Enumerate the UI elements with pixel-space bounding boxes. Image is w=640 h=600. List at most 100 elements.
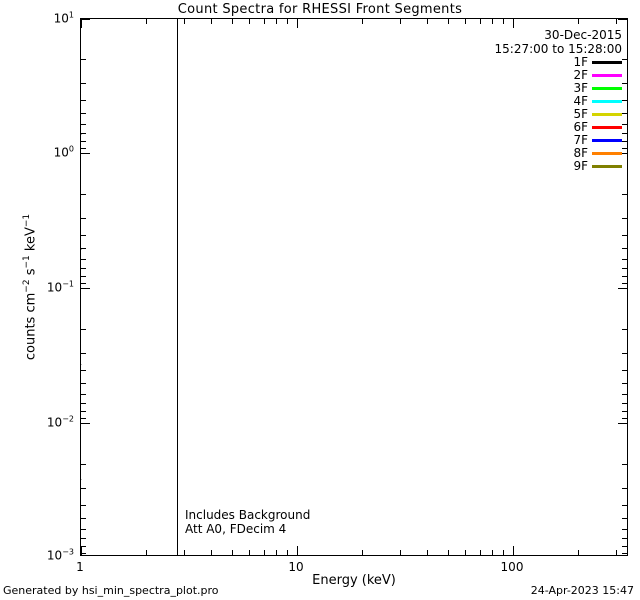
y-tick-major bbox=[81, 153, 90, 154]
y-tick-minor-right bbox=[622, 218, 627, 219]
x-tick-minor bbox=[232, 550, 233, 555]
x-tick-minor-top bbox=[249, 19, 250, 24]
annotation-includes-background: Includes Background bbox=[185, 508, 311, 522]
legend-label: 9F bbox=[573, 159, 588, 173]
observation-date: 30-Dec-2015 bbox=[544, 28, 622, 42]
y-tick-minor-right bbox=[622, 148, 627, 149]
y-tick-minor bbox=[81, 283, 86, 284]
x-tick-major bbox=[513, 546, 514, 555]
y-tick-minor bbox=[81, 113, 86, 114]
y-tick-major bbox=[81, 423, 90, 424]
y-tick-minor-right bbox=[622, 518, 627, 519]
y-tick-minor-right bbox=[622, 259, 627, 260]
x-tick-minor bbox=[146, 550, 147, 555]
y-tick-minor-right bbox=[622, 124, 627, 125]
legend-item-5f: 5F bbox=[573, 108, 622, 121]
y-tick-minor-right bbox=[622, 194, 627, 195]
y-tick-minor bbox=[81, 259, 86, 260]
legend-color-swatch bbox=[592, 139, 622, 142]
x-tick-minor bbox=[578, 550, 579, 555]
x-tick-minor bbox=[400, 550, 401, 555]
x-tick-minor-top bbox=[616, 19, 617, 24]
x-tick-label: 10 bbox=[288, 560, 304, 574]
annotation-attenuator-state: Att A0, FDecim 4 bbox=[185, 522, 287, 536]
legend-color-swatch bbox=[592, 87, 622, 90]
y-axis-title: counts cm−2 s−1 keV−1 bbox=[22, 213, 39, 361]
legend-color-swatch bbox=[592, 152, 622, 155]
hatch-pattern-svg bbox=[81, 19, 177, 555]
x-tick-minor bbox=[616, 550, 617, 555]
legend-item-7f: 7F bbox=[573, 134, 622, 147]
x-tick-minor bbox=[480, 550, 481, 555]
y-tick-minor bbox=[81, 505, 86, 506]
x-tick-minor-top bbox=[184, 19, 185, 24]
x-tick-minor-top bbox=[264, 19, 265, 24]
y-tick-minor-right bbox=[622, 418, 627, 419]
x-tick-minor-top bbox=[287, 19, 288, 24]
y-tick-major-right bbox=[618, 19, 627, 20]
legend-label: 7F bbox=[573, 133, 588, 147]
y-tick-minor-right bbox=[622, 370, 627, 371]
y-tick-minor bbox=[81, 418, 86, 419]
legend-item-1f: 1F bbox=[573, 56, 622, 69]
legend-label: 3F bbox=[573, 81, 588, 95]
legend-color-swatch bbox=[592, 113, 622, 116]
x-tick-minor-top bbox=[578, 19, 579, 24]
y-tick-minor bbox=[81, 464, 86, 465]
y-tick-label: 10−1 bbox=[46, 279, 74, 295]
y-tick-major-right bbox=[618, 423, 627, 424]
y-tick-minor-right bbox=[622, 546, 627, 547]
x-tick-minor-top bbox=[400, 19, 401, 24]
y-tick-minor-right bbox=[622, 59, 627, 60]
y-tick-minor bbox=[81, 546, 86, 547]
y-tick-minor bbox=[81, 248, 86, 249]
legend-label: 8F bbox=[573, 146, 588, 160]
x-tick-minor-top bbox=[146, 19, 147, 24]
x-tick-minor-top bbox=[492, 19, 493, 24]
legend-label: 4F bbox=[573, 94, 588, 108]
x-tick-major bbox=[81, 546, 82, 555]
legend-item-2f: 2F bbox=[573, 69, 622, 82]
y-tick-minor bbox=[81, 370, 86, 371]
x-tick-minor-top bbox=[276, 19, 277, 24]
y-tick-minor-right bbox=[622, 553, 627, 554]
y-tick-minor-right bbox=[622, 403, 627, 404]
y-tick-minor-right bbox=[622, 529, 627, 530]
y-tick-minor-right bbox=[622, 113, 627, 114]
x-tick-major-top bbox=[513, 19, 514, 28]
hatch-boundary-line bbox=[177, 19, 178, 555]
y-tick-minor bbox=[81, 403, 86, 404]
y-tick-minor bbox=[81, 59, 86, 60]
y-tick-minor-right bbox=[622, 276, 627, 277]
y-tick-major-right bbox=[618, 288, 627, 289]
legend-color-swatch bbox=[592, 165, 622, 168]
y-tick-label: 10−2 bbox=[46, 414, 74, 430]
legend-label: 5F bbox=[573, 107, 588, 121]
y-tick-minor-right bbox=[622, 133, 627, 134]
y-tick-minor bbox=[81, 353, 86, 354]
legend-item-3f: 3F bbox=[573, 82, 622, 95]
x-tick-major bbox=[297, 546, 298, 555]
x-axis-title: Energy (keV) bbox=[312, 573, 396, 588]
y-tick-minor-right bbox=[622, 100, 627, 101]
x-tick-minor-top bbox=[448, 19, 449, 24]
y-tick-label: 10−3 bbox=[46, 547, 74, 563]
y-tick-minor-right bbox=[622, 394, 627, 395]
y-tick-minor bbox=[81, 488, 86, 489]
legend-color-swatch bbox=[592, 126, 622, 129]
y-tick-major bbox=[81, 288, 90, 289]
legend-item-4f: 4F bbox=[573, 95, 622, 108]
y-tick-minor bbox=[81, 553, 86, 554]
y-tick-major-right bbox=[618, 153, 627, 154]
y-tick-minor bbox=[81, 394, 86, 395]
y-tick-minor-right bbox=[622, 488, 627, 489]
y-tick-minor bbox=[81, 218, 86, 219]
y-tick-minor bbox=[81, 518, 86, 519]
legend-label: 2F bbox=[573, 68, 588, 82]
y-tick-minor-right bbox=[622, 248, 627, 249]
y-tick-minor-right bbox=[622, 505, 627, 506]
x-tick-major-top bbox=[297, 19, 298, 28]
x-tick-minor-top bbox=[362, 19, 363, 24]
x-tick-minor bbox=[427, 550, 428, 555]
x-tick-minor bbox=[492, 550, 493, 555]
